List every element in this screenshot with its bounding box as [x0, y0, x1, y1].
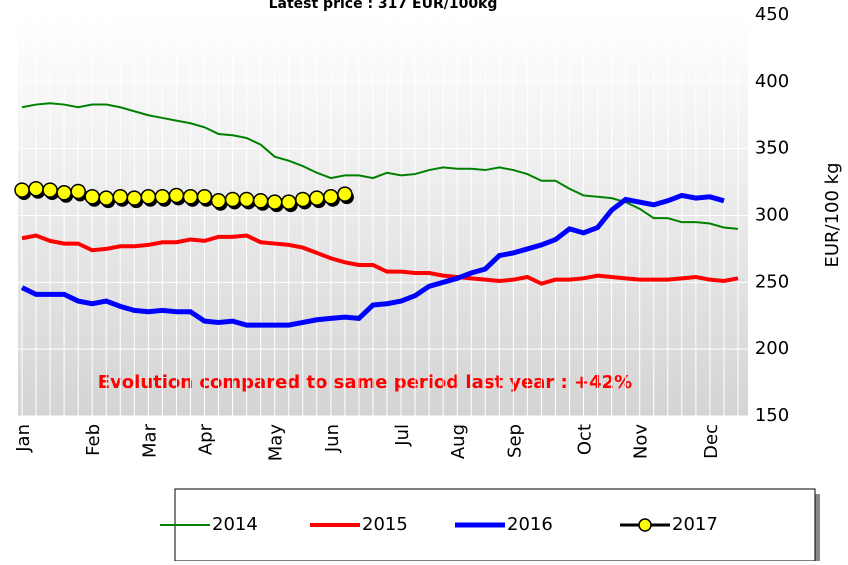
x-tick-label: Dec	[701, 424, 722, 459]
point	[323, 189, 339, 205]
y-tick-label: 250	[755, 271, 789, 292]
x-tick-label: Jul	[392, 424, 413, 447]
point	[126, 190, 143, 206]
series-line	[21, 102, 739, 230]
x-tick-label: Aug	[448, 424, 469, 459]
point	[238, 191, 255, 208]
x-tick-label: Nov	[631, 424, 652, 459]
point	[224, 191, 241, 208]
point	[337, 186, 353, 202]
y-tick-label: 400	[755, 71, 789, 92]
x-tick-label: Mar	[139, 423, 160, 458]
point	[98, 190, 114, 206]
point	[266, 194, 283, 210]
y-tick-label: 450	[755, 4, 789, 25]
y-tick-label: 300	[755, 205, 789, 226]
point	[56, 185, 72, 201]
point	[182, 189, 199, 205]
y-tick-label: 200	[755, 338, 789, 359]
point	[280, 194, 297, 210]
x-tick-label: Sep	[504, 424, 525, 458]
x-tick-label: Jan	[13, 424, 34, 453]
legend-marker	[638, 518, 652, 532]
point	[210, 193, 227, 209]
legend-label: 2017	[672, 514, 718, 535]
series-line	[21, 233, 739, 286]
annotation: Evolution compared to same period last y…	[98, 372, 632, 393]
x-tick-label: Apr	[196, 423, 217, 455]
point	[309, 190, 325, 206]
chart-title: Latest price : 317 EUR/100kg	[269, 0, 498, 12]
x-tick-label: Oct	[575, 424, 596, 455]
point	[295, 191, 311, 208]
point	[84, 189, 100, 205]
point	[168, 187, 185, 204]
point	[28, 181, 44, 197]
point	[14, 182, 30, 198]
y-tick-label: 150	[755, 405, 789, 426]
x-tick-label: Feb	[83, 424, 104, 456]
series-line	[20, 192, 725, 328]
y-axis-label: EUR/100 kg	[822, 162, 843, 267]
point	[70, 183, 86, 200]
point	[252, 193, 269, 209]
x-tick-label: May	[266, 424, 287, 462]
legend-label: 2015	[362, 514, 408, 535]
legend-label: 2014	[212, 514, 258, 535]
y-tick-label: 350	[755, 138, 789, 159]
point	[196, 189, 213, 205]
point	[112, 189, 129, 205]
point	[140, 189, 157, 205]
x-tick-label: Jun	[322, 424, 343, 453]
point	[42, 182, 58, 198]
legend-label: 2016	[507, 514, 553, 535]
point	[154, 189, 171, 205]
